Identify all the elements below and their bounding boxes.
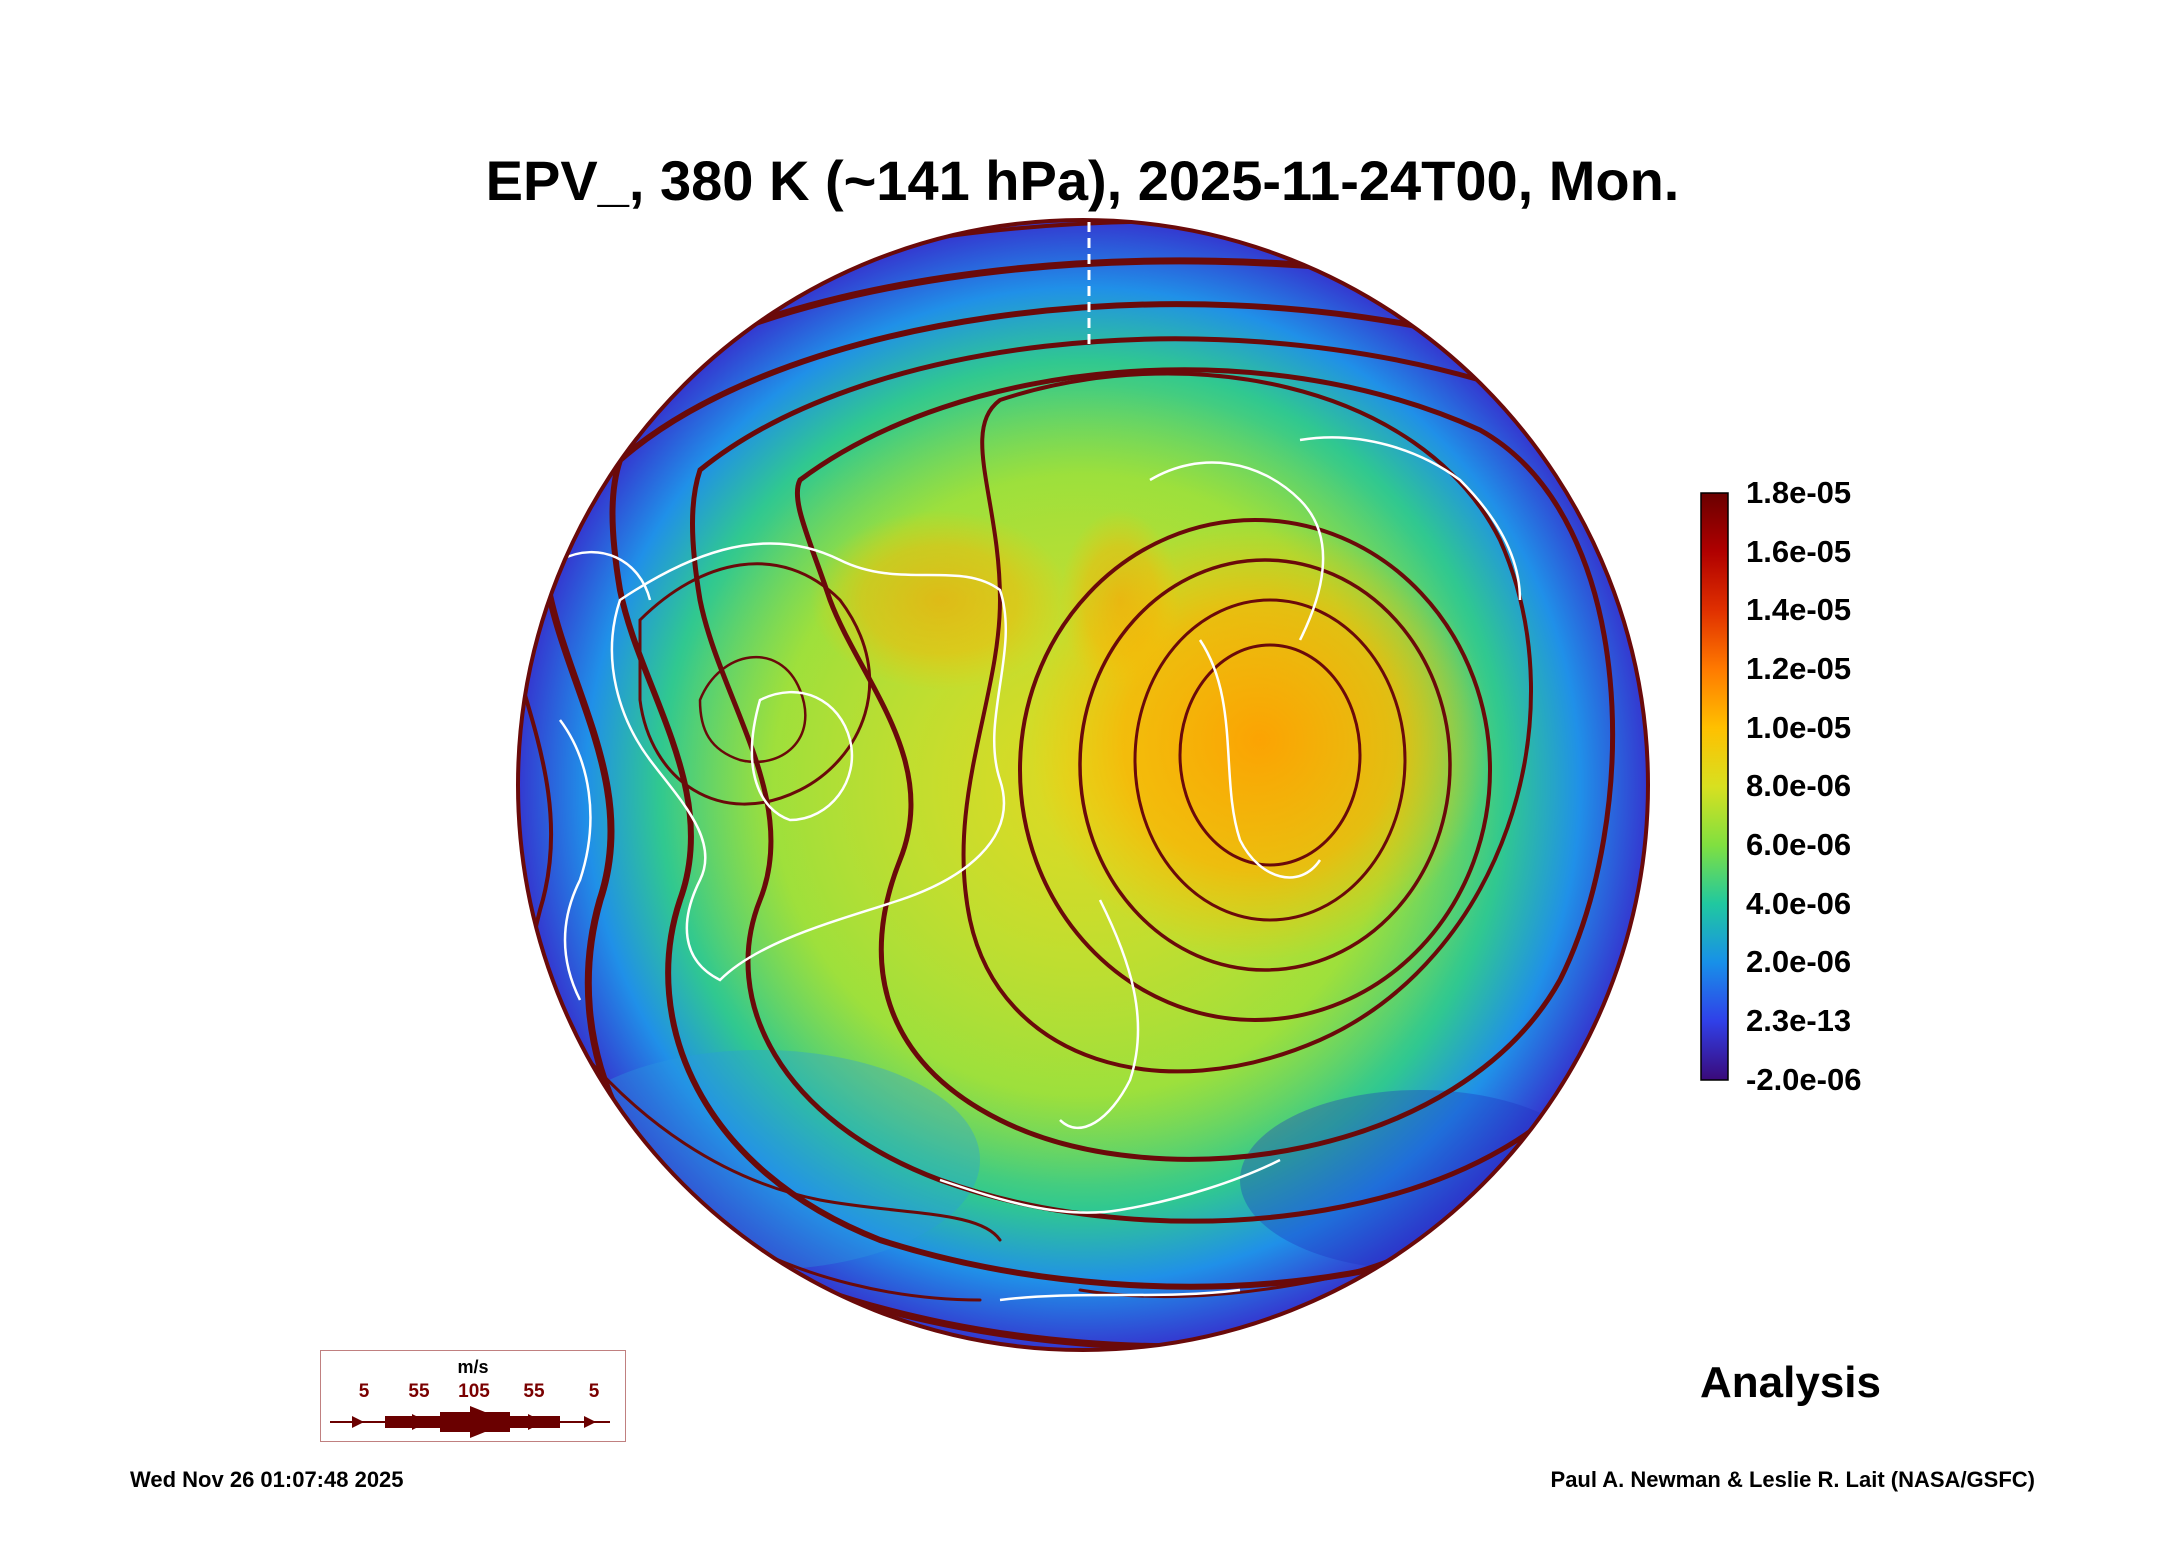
- colorbar-label: 6.0e-06: [1746, 827, 1852, 862]
- legend-value: 105: [458, 1381, 490, 1402]
- colorbar-label: 1.4e-05: [1746, 592, 1852, 627]
- legend-value: 5: [358, 1381, 370, 1402]
- colorbar: [1700, 492, 1729, 1081]
- colorbar-label: 1.6e-05: [1746, 534, 1852, 569]
- colorbar-label: 1.8e-05: [1746, 475, 1852, 510]
- globe-outline: [516, 218, 1650, 1352]
- legend-value: 55: [408, 1381, 430, 1402]
- analysis-label: Analysis: [1700, 1358, 1881, 1407]
- colorbar-label: 1.0e-05: [1746, 710, 1852, 745]
- chart-title: EPV_, 380 K (~141 hPa), 2025-11-24T00, M…: [485, 149, 1680, 212]
- legend-unit: m/s: [457, 1357, 489, 1377]
- colorbar-label: 2.3e-13: [1746, 1003, 1852, 1038]
- colorbar-label: -2.0e-06: [1746, 1062, 1862, 1097]
- colorbar-label: 8.0e-06: [1746, 768, 1852, 803]
- colorbar-label: 1.2e-05: [1746, 651, 1852, 686]
- wind-speed-legend: m/s 5 55 105 55 5: [320, 1350, 626, 1442]
- colorbar-label: 4.0e-06: [1746, 886, 1852, 921]
- credit: Paul A. Newman & Leslie R. Lait (NASA/GS…: [1550, 1467, 2035, 1492]
- colorbar-label: 2.0e-06: [1746, 944, 1852, 979]
- legend-value: 55: [523, 1381, 545, 1402]
- timestamp: Wed Nov 26 01:07:48 2025: [130, 1467, 404, 1492]
- wind-legend-arrow: [330, 1406, 610, 1438]
- coastlines: [558, 436, 1522, 1302]
- legend-value: 5: [588, 1381, 600, 1402]
